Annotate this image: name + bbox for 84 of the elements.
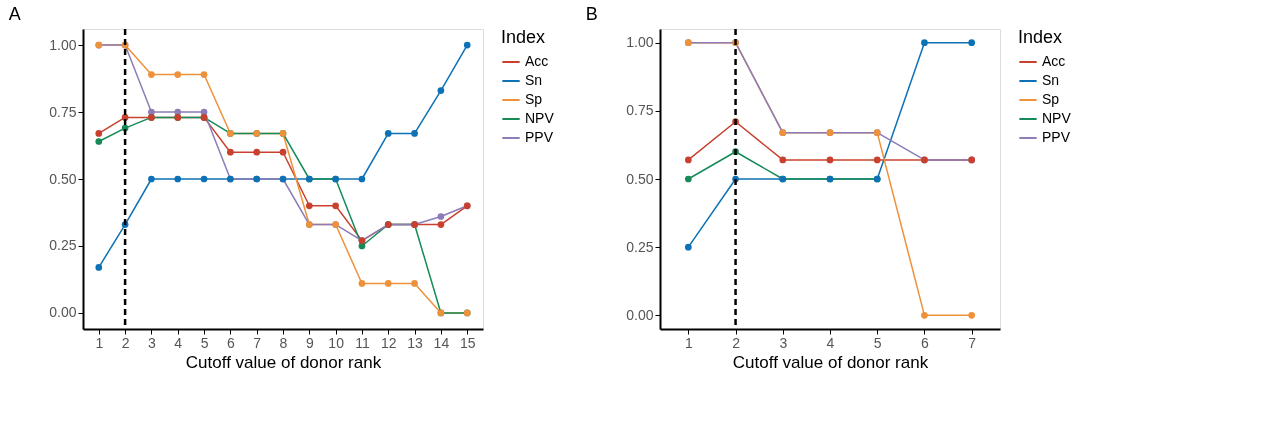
point xyxy=(200,71,208,78)
y-tick-label: 0.25 xyxy=(49,237,77,254)
point xyxy=(148,71,155,78)
point xyxy=(95,130,103,137)
x-tick-label: 5 xyxy=(873,334,882,351)
point xyxy=(437,221,445,228)
y-tick-label: 0.25 xyxy=(626,238,654,255)
point xyxy=(95,138,103,145)
x-tick-label: 13 xyxy=(407,334,424,351)
y-tick-label: 1.00 xyxy=(49,36,77,53)
y-tick-label: 0.50 xyxy=(49,170,77,187)
legend-label: PPV xyxy=(525,129,554,145)
y-tick-label: 0.75 xyxy=(49,103,77,120)
x-tick-label: 10 xyxy=(328,334,345,351)
point xyxy=(684,243,692,251)
point xyxy=(384,280,392,287)
chart-title: A xyxy=(8,3,21,24)
x-tick-label: 4 xyxy=(174,334,183,351)
y-tick-label: 1.00 xyxy=(626,34,654,51)
legend-label: Acc xyxy=(1042,53,1066,69)
legend-label: Sn xyxy=(1042,72,1060,88)
legend-label: NPV xyxy=(525,110,555,126)
point xyxy=(95,264,103,271)
x-tick-label: 6 xyxy=(226,334,235,351)
x-tick-label: 7 xyxy=(253,334,262,351)
point xyxy=(779,156,787,164)
x-tick-label: 3 xyxy=(148,334,157,351)
legend-label: NPV xyxy=(1042,110,1072,126)
point xyxy=(411,280,418,287)
point xyxy=(148,175,155,183)
legend-label: Sp xyxy=(525,91,543,107)
point xyxy=(873,156,881,164)
x-tick-label: 3 xyxy=(779,334,788,351)
point xyxy=(200,175,208,183)
point xyxy=(174,108,182,116)
point xyxy=(411,130,418,137)
legend-label: Sn xyxy=(525,72,543,88)
point xyxy=(148,108,155,116)
legend-title: Index xyxy=(501,27,546,47)
point xyxy=(826,156,834,164)
point xyxy=(463,41,471,49)
point xyxy=(358,280,366,287)
point xyxy=(968,39,976,46)
x-tick-label: 15 xyxy=(459,334,476,351)
x-axis-title: Cutoff value of donor rank xyxy=(732,352,929,372)
y-tick-label: 0.00 xyxy=(49,304,77,321)
y-tick-label: 0.75 xyxy=(626,102,654,119)
point xyxy=(437,87,445,94)
x-tick-label: 2 xyxy=(121,334,130,351)
legend-label: Acc xyxy=(525,53,549,69)
point xyxy=(174,175,182,183)
point xyxy=(437,213,445,220)
x-tick-label: 9 xyxy=(305,334,314,351)
legend-label: PPV xyxy=(1042,129,1071,145)
chart-title: B xyxy=(585,3,598,24)
x-tick-label: 1 xyxy=(95,334,104,351)
point xyxy=(174,71,182,78)
point xyxy=(921,312,928,319)
point xyxy=(684,175,692,183)
point xyxy=(684,156,692,164)
point xyxy=(279,148,287,156)
x-tick-label: 6 xyxy=(921,334,930,351)
point xyxy=(968,312,976,319)
x-tick-label: 2 xyxy=(732,334,741,351)
x-tick-label: 7 xyxy=(968,334,977,351)
x-tick-label: 12 xyxy=(380,334,397,351)
x-axis-title: Cutoff value of donor rank xyxy=(185,352,382,372)
x-tick-label: 14 xyxy=(433,334,450,351)
legend-title: Index xyxy=(1018,27,1063,47)
x-tick-label: 11 xyxy=(355,334,370,351)
x-tick-label: 8 xyxy=(279,334,288,351)
point xyxy=(332,202,339,210)
y-tick-label: 0.00 xyxy=(626,306,654,323)
point xyxy=(253,148,261,156)
point xyxy=(921,39,928,46)
point xyxy=(305,202,313,210)
y-tick-label: 0.50 xyxy=(626,170,654,187)
point xyxy=(384,130,392,137)
point xyxy=(358,175,366,183)
legend-label: Sp xyxy=(1042,91,1060,107)
x-tick-label: 5 xyxy=(200,334,209,351)
x-tick-label: 4 xyxy=(826,334,835,351)
x-tick-label: 1 xyxy=(684,334,693,351)
point xyxy=(227,148,234,156)
